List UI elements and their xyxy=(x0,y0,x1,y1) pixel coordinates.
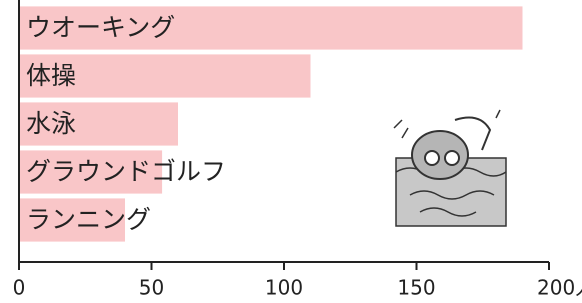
category-label: ランニング xyxy=(26,205,151,234)
x-tick-label: 200人 xyxy=(537,276,582,300)
chart: 0 50 100 150 200人 ウオーキング体操水泳グラウンドゴルフランニング xyxy=(0,0,582,303)
category-label: 水泳 xyxy=(26,109,76,138)
x-tick-label: 0 xyxy=(13,276,26,300)
category-label: グラウンドゴルフ xyxy=(26,157,226,186)
x-tick-label: 100 xyxy=(265,276,303,300)
x-tick-label: 150 xyxy=(397,276,435,300)
category-label: 体操 xyxy=(26,61,76,90)
swimmer-illustration xyxy=(394,110,506,226)
x-tick-label: 50 xyxy=(139,276,164,300)
category-label: ウオーキング xyxy=(26,13,175,42)
